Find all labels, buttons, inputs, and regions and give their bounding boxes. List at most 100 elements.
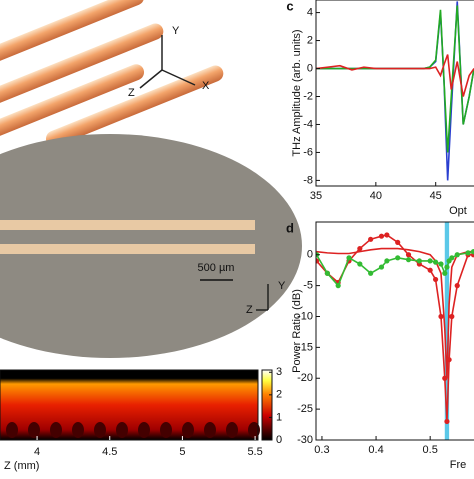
marker bbox=[395, 239, 401, 245]
x-axis-label: Z (mm) bbox=[4, 460, 39, 472]
y-tick-label: -8 bbox=[303, 174, 313, 186]
colorbar bbox=[261, 369, 273, 441]
marker bbox=[368, 270, 374, 276]
x-tick-label: 0.5 bbox=[423, 444, 438, 456]
marker bbox=[454, 252, 460, 258]
colorbar-tick-label: 1 bbox=[276, 411, 282, 423]
axes-frame bbox=[315, 221, 474, 441]
colorbar-tick-label: 0 bbox=[276, 434, 282, 446]
axis-label: Z bbox=[246, 304, 253, 316]
plot-area bbox=[316, 1, 474, 181]
highlight-band bbox=[444, 222, 450, 440]
heatmap-feature bbox=[6, 422, 18, 438]
marker bbox=[449, 313, 455, 320]
marker bbox=[442, 270, 448, 276]
y-tick-label: -4 bbox=[303, 118, 313, 130]
axis-label: Y bbox=[172, 25, 180, 37]
marker bbox=[444, 418, 450, 425]
marker bbox=[444, 264, 450, 270]
axis-label: Y bbox=[278, 280, 286, 292]
y-tick-label: 0 bbox=[307, 62, 313, 74]
marker bbox=[324, 270, 330, 276]
x-axis-label: Opt bbox=[449, 205, 467, 217]
series-line bbox=[316, 247, 474, 379]
rod-illustration: Y Z X bbox=[0, 0, 224, 147]
x-tick-label: 0.4 bbox=[368, 444, 383, 456]
heatmap-frame bbox=[0, 369, 259, 441]
marker bbox=[446, 357, 452, 363]
y-axis-label: THz Amplitude (arb. units) bbox=[291, 29, 303, 156]
x-tick-label: 35 bbox=[310, 190, 322, 202]
x-tick-label: 0.3 bbox=[314, 444, 329, 456]
heatmap-feature bbox=[116, 422, 128, 438]
marker bbox=[368, 236, 374, 242]
heatmap-feature bbox=[204, 422, 216, 438]
y-tick-label: -20 bbox=[297, 372, 313, 384]
marker bbox=[378, 264, 385, 270]
y-tick-label: 0 bbox=[307, 249, 313, 261]
micrograph: 500 µm Y Z bbox=[0, 134, 302, 358]
x-tick-label: 45 bbox=[430, 190, 442, 202]
heatmap-feature bbox=[182, 422, 194, 438]
y-tick-label: -30 bbox=[297, 434, 313, 446]
x-tick-label: 4 bbox=[34, 446, 40, 458]
plot-area bbox=[316, 222, 474, 440]
marker bbox=[357, 245, 363, 252]
colorbar-tick-label: 3 bbox=[276, 366, 282, 378]
axis-label: X bbox=[202, 80, 210, 92]
panel-label: c bbox=[286, 0, 293, 13]
scale-bar: 500 µm bbox=[198, 262, 235, 274]
x-tick-label: 4.5 bbox=[102, 446, 117, 458]
y-tick-label: 4 bbox=[307, 6, 313, 18]
axis-label: Z bbox=[128, 87, 135, 99]
y-tick-label: -25 bbox=[297, 403, 313, 415]
marker bbox=[438, 313, 444, 320]
y-axis-label: Power Ratio (dB) bbox=[291, 289, 303, 373]
marker bbox=[384, 258, 390, 264]
marker bbox=[384, 232, 390, 238]
marker bbox=[432, 259, 439, 265]
marker bbox=[357, 261, 363, 267]
axes-frame bbox=[315, 0, 474, 187]
series-line bbox=[316, 1, 474, 181]
x-tick-label: 5.5 bbox=[247, 446, 262, 458]
marker bbox=[454, 283, 460, 289]
marker bbox=[405, 252, 412, 258]
heatmap-feature bbox=[28, 422, 40, 438]
marker bbox=[378, 233, 385, 239]
x-tick-label: 5 bbox=[179, 446, 185, 458]
marker bbox=[335, 283, 341, 289]
y-tick-label: 2 bbox=[307, 34, 313, 46]
heatmap-feature bbox=[72, 422, 84, 438]
y-tick-label: -10 bbox=[297, 310, 313, 322]
series-line bbox=[316, 54, 474, 97]
colorbar-tick-label: 2 bbox=[276, 389, 282, 401]
heatmap-feature bbox=[160, 422, 172, 438]
marker bbox=[395, 255, 401, 261]
marker bbox=[449, 255, 455, 261]
marker bbox=[427, 267, 433, 273]
y-tick-label: -15 bbox=[297, 341, 313, 353]
marker bbox=[316, 258, 320, 264]
marker bbox=[438, 261, 444, 267]
marker bbox=[427, 258, 433, 264]
marker bbox=[432, 276, 439, 283]
heatmap-feature bbox=[94, 422, 106, 438]
heatmap-feature bbox=[138, 422, 150, 438]
marker bbox=[470, 249, 474, 255]
y-tick-label: -6 bbox=[303, 146, 313, 158]
marker bbox=[416, 258, 422, 264]
x-axis-label: Fre bbox=[450, 459, 467, 471]
y-tick-label: -5 bbox=[303, 280, 313, 292]
marker bbox=[405, 257, 412, 263]
marker bbox=[346, 255, 352, 261]
panel-label: d bbox=[286, 220, 294, 235]
x-tick-label: 40 bbox=[370, 190, 382, 202]
marker bbox=[465, 250, 471, 256]
heatmap-feature bbox=[50, 422, 62, 438]
marker bbox=[442, 375, 448, 381]
heatmap-feature bbox=[248, 422, 260, 438]
heatmap-feature bbox=[226, 422, 238, 438]
